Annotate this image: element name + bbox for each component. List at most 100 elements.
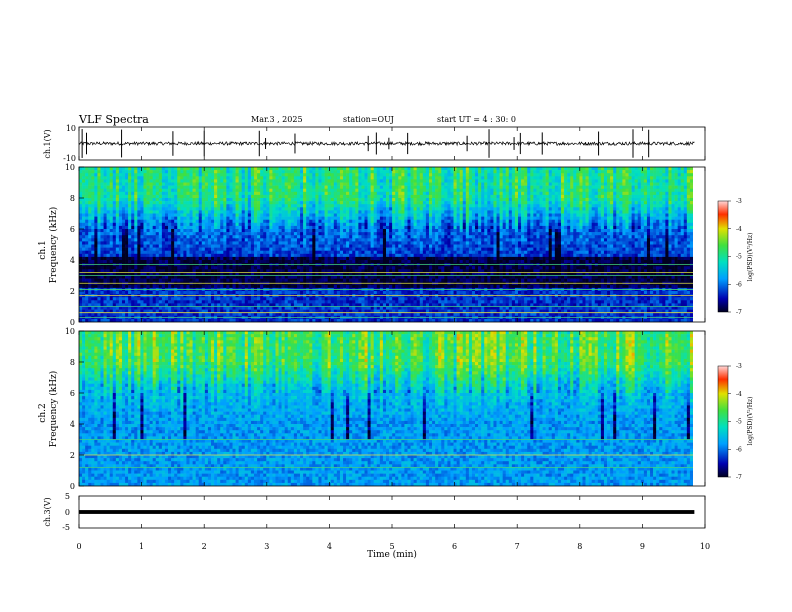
spec1-cell xyxy=(327,204,332,208)
spec1-cell xyxy=(263,278,267,282)
spec1-cell xyxy=(300,318,304,322)
spec1-cell xyxy=(146,219,150,224)
spec1-cell xyxy=(189,170,193,174)
spec1-cell xyxy=(355,216,359,220)
spec1-cell xyxy=(293,272,298,276)
spec1-cell xyxy=(164,272,169,276)
spec1-cell xyxy=(223,185,227,189)
spec1-cell xyxy=(321,176,325,180)
spec1-cell xyxy=(140,170,144,174)
spec1-cell xyxy=(253,309,258,313)
spec1-cell xyxy=(131,219,135,224)
spec1-cell xyxy=(293,191,298,196)
spec1-cell xyxy=(303,241,307,245)
spec1-cell xyxy=(352,284,356,289)
spec1-cell xyxy=(223,250,227,255)
spec1-cell xyxy=(189,216,193,220)
spec1-cell xyxy=(281,253,285,258)
spec1-cell xyxy=(97,253,101,258)
spec1-cell xyxy=(97,210,101,214)
spec1-cell xyxy=(88,312,92,317)
spec1-cell xyxy=(269,241,273,245)
spec1-cell xyxy=(106,213,110,217)
spec1-cell xyxy=(88,297,92,301)
spec1-cell xyxy=(134,241,138,245)
spec1-cell xyxy=(112,238,117,242)
spec1-cell xyxy=(253,201,258,205)
spec1-cell xyxy=(309,204,313,208)
spec1-cell xyxy=(376,232,381,236)
spec1-cell xyxy=(293,269,298,273)
spec1-cell xyxy=(118,247,123,251)
spec1-cell xyxy=(290,176,295,180)
spec1-cell xyxy=(296,247,301,251)
spec1-cell xyxy=(91,235,95,239)
spec1-cell xyxy=(287,300,292,304)
spec1-cell xyxy=(235,303,239,307)
spec1-cell xyxy=(85,303,89,307)
spec1-cell xyxy=(352,250,356,255)
spec1-cell xyxy=(217,253,221,258)
spec1-cell xyxy=(287,170,292,174)
spec1-cell xyxy=(367,272,371,276)
spec1-cell xyxy=(161,201,166,205)
spec1-cell xyxy=(253,222,258,227)
spec1-cell xyxy=(376,297,381,301)
spec1-cell xyxy=(220,235,224,239)
spec1-cell xyxy=(260,238,264,242)
spec1-cell xyxy=(211,247,215,251)
spec1-cell xyxy=(94,275,98,279)
spec1-cell xyxy=(131,229,135,233)
spec1-cell xyxy=(300,272,304,276)
spec1-cell xyxy=(79,198,83,202)
spec1-cell xyxy=(137,253,141,258)
spec1-cell xyxy=(241,176,246,180)
spec1-cell xyxy=(278,291,282,295)
spec1-cell xyxy=(306,260,310,264)
spec1-cell xyxy=(131,207,135,211)
spec1-cell xyxy=(346,229,350,233)
spec1-cell xyxy=(244,303,249,307)
spec1-cell xyxy=(134,213,138,217)
spec1-cell xyxy=(229,253,233,258)
spec1-cell xyxy=(121,260,126,264)
spec1-cell xyxy=(211,167,215,171)
spec1-cell xyxy=(106,173,110,177)
spec1-cell xyxy=(229,188,233,193)
spec1-cell xyxy=(339,256,344,261)
spec1-cell xyxy=(217,300,221,304)
spec1-cell xyxy=(140,198,144,202)
spec1-cell xyxy=(149,216,153,220)
spec1-cell xyxy=(361,260,365,264)
spec1-cell xyxy=(257,229,261,233)
spec1-cell xyxy=(128,179,132,183)
spec1-cell xyxy=(339,235,344,239)
spec1-cell xyxy=(278,185,282,189)
spec1-cell xyxy=(171,219,175,224)
spec1-cell xyxy=(214,260,218,264)
spec1-cell xyxy=(287,198,292,202)
spec1-cell xyxy=(336,318,341,322)
spec1-cell xyxy=(112,173,117,177)
spec1-cell xyxy=(306,318,310,322)
spec1-cell xyxy=(379,241,384,245)
spec1-cell xyxy=(85,225,89,230)
spec1-cell xyxy=(112,219,117,224)
spec1-cell xyxy=(174,260,178,264)
spec1-cell xyxy=(152,213,157,217)
spec1-cell xyxy=(232,266,236,270)
spec1-cell xyxy=(85,300,89,304)
spec1-cell xyxy=(339,213,344,217)
spec1-cell xyxy=(370,300,375,304)
spec1-cell xyxy=(125,210,129,214)
spec1-cell xyxy=(266,210,270,214)
spec1-cell xyxy=(238,182,243,186)
spec1-cell xyxy=(303,250,307,255)
spec1-cell xyxy=(106,312,110,317)
spec1-cell xyxy=(118,291,123,295)
spec1-cell xyxy=(109,185,114,189)
spec1-cell xyxy=(321,173,325,177)
spec1-cell xyxy=(201,318,206,322)
spec1-cell xyxy=(367,201,371,205)
spec1-cell xyxy=(161,185,166,189)
